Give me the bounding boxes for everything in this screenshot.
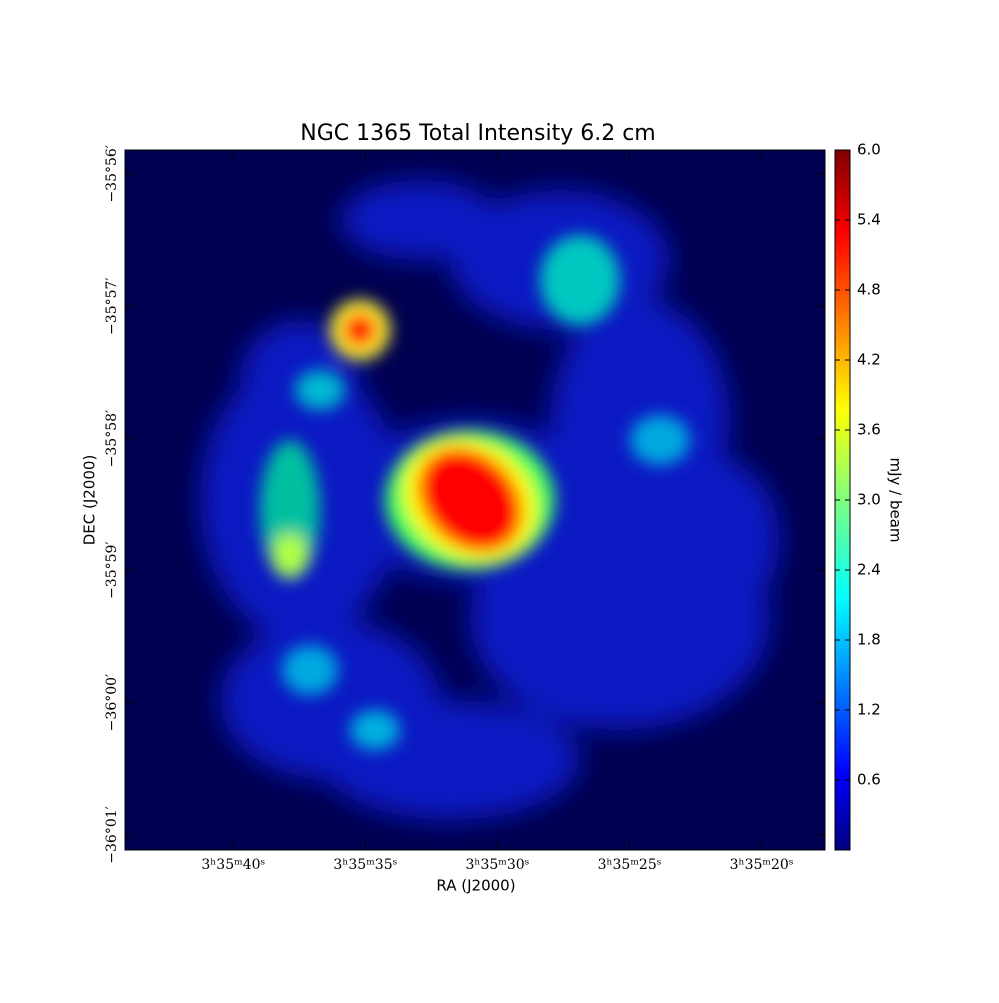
y-tick-label: −36°00′	[104, 674, 120, 732]
y-tick-label: −35°59′	[104, 541, 120, 599]
x-tick-label: 3ʰ35ᵐ20ˢ	[730, 857, 794, 873]
colorbar-tick-label: 2.4	[857, 561, 881, 579]
chart-title: NGC 1365 Total Intensity 6.2 cm	[300, 121, 655, 146]
x-axis-label: RA (J2000)	[436, 877, 515, 895]
colorbar-tick-label: 0.6	[857, 771, 881, 789]
colorbar-tick-label: 4.2	[857, 351, 881, 369]
colorbar-tick-label: 3.0	[857, 491, 881, 509]
colorbar-tick-label: 1.2	[857, 701, 881, 719]
colorbar-tick-label: 6.0	[857, 141, 881, 159]
y-tick-label: −35°58′	[104, 410, 120, 468]
colorbar-tick-label: 5.4	[857, 211, 881, 229]
x-tick-label: 3ʰ35ᵐ40ˢ	[201, 857, 265, 873]
y-axis-label: DEC (J2000)	[81, 455, 99, 546]
y-tick-label: −36°01′	[104, 806, 120, 864]
y-tick-label: −35°57′	[104, 277, 120, 335]
intensity-map	[125, 150, 825, 850]
x-tick-label: 3ʰ35ᵐ25ˢ	[598, 857, 662, 873]
colorbar-tick-label: 1.8	[857, 631, 881, 649]
plot-frame	[124, 149, 826, 851]
colorbar-tick-label: 3.6	[857, 421, 881, 439]
y-tick-label: −35°56′	[104, 145, 120, 203]
colorbar-label: mJy / beam	[887, 457, 905, 542]
colorbar-tick-label: 4.8	[857, 281, 881, 299]
x-tick-label: 3ʰ35ᵐ30ˢ	[465, 857, 529, 873]
x-tick-label: 3ʰ35ᵐ35ˢ	[333, 857, 397, 873]
